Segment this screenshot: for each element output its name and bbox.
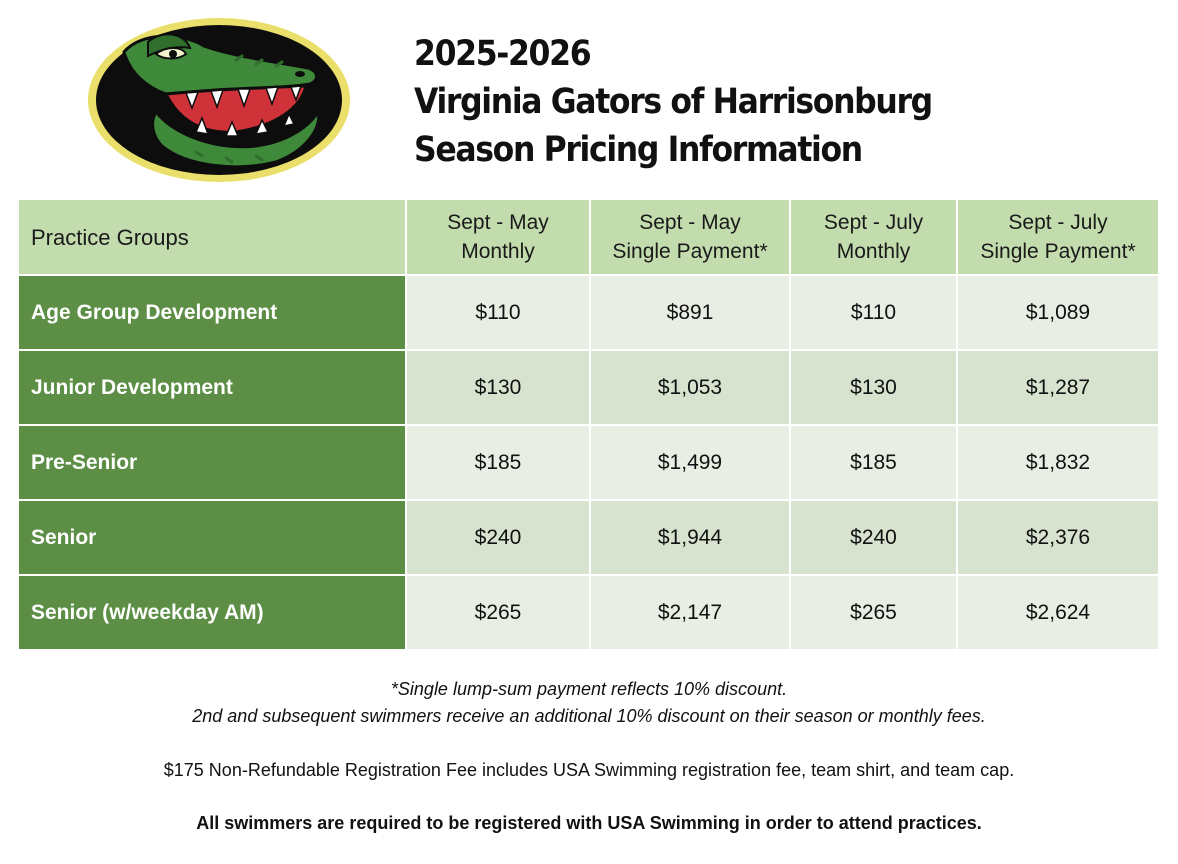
price-sept-july-monthly: $240 — [791, 501, 958, 576]
price-sept-july-monthly: $185 — [791, 426, 958, 501]
price-sept-july-single: $1,287 — [958, 351, 1158, 426]
table-row: Age Group Development $110 $891 $110 $1,… — [19, 276, 1158, 351]
price-sept-may-single: $2,147 — [591, 576, 791, 649]
pricing-table: Practice Groups Sept - May Monthly Sept … — [19, 200, 1158, 649]
header-sept-may-monthly: Sept - May Monthly — [407, 200, 591, 276]
table-header-row: Practice Groups Sept - May Monthly Sept … — [19, 200, 1158, 276]
price-sept-may-single: $891 — [591, 276, 791, 351]
header-sept-july-monthly: Sept - July Monthly — [791, 200, 958, 276]
price-sept-july-single: $2,376 — [958, 501, 1158, 576]
gator-logo — [88, 18, 350, 182]
price-sept-july-single: $1,089 — [958, 276, 1158, 351]
price-sept-may-single: $1,944 — [591, 501, 791, 576]
price-sept-may-monthly: $130 — [407, 351, 591, 426]
price-sept-july-single: $2,624 — [958, 576, 1158, 649]
price-sept-july-single: $1,832 — [958, 426, 1158, 501]
price-sept-july-monthly: $265 — [791, 576, 958, 649]
season-title: 2025-2026 — [414, 34, 592, 74]
header-practice-groups: Practice Groups — [19, 200, 407, 276]
group-name: Senior — [19, 501, 407, 576]
group-name: Age Group Development — [19, 276, 407, 351]
table-row: Senior (w/weekday AM) $265 $2,147 $265 $… — [19, 576, 1158, 649]
table-row: Junior Development $130 $1,053 $130 $1,2… — [19, 351, 1158, 426]
header-sept-may-single: Sept - May Single Payment* — [591, 200, 791, 276]
team-name: Virginia Gators of Harrisonburg — [414, 82, 933, 122]
price-sept-july-monthly: $110 — [791, 276, 958, 351]
price-sept-july-monthly: $130 — [791, 351, 958, 426]
discount-note: *Single lump-sum payment reflects 10% di… — [390, 679, 788, 699]
table-row: Senior $240 $1,944 $240 $2,376 — [19, 501, 1158, 576]
price-sept-may-single: $1,499 — [591, 426, 791, 501]
price-sept-may-monthly: $185 — [407, 426, 591, 501]
price-sept-may-monthly: $265 — [407, 576, 591, 649]
group-name: Junior Development — [19, 351, 407, 426]
price-sept-may-monthly: $110 — [407, 276, 591, 351]
table-row: Pre-Senior $185 $1,499 $185 $1,832 — [19, 426, 1158, 501]
page-title: Season Pricing Information — [414, 130, 863, 170]
group-name: Senior (w/weekday AM) — [19, 576, 407, 649]
header-sept-july-single: Sept - July Single Payment* — [958, 200, 1158, 276]
registration-fee-note: $175 Non-Refundable Registration Fee inc… — [163, 760, 1015, 780]
group-name: Pre-Senior — [19, 426, 407, 501]
sibling-discount-note: 2nd and subsequent swimmers receive an a… — [192, 706, 986, 726]
title-block: 2025-2026 Virginia Gators of Harrisonbur… — [414, 30, 1114, 174]
price-sept-may-single: $1,053 — [591, 351, 791, 426]
usa-swimming-requirement: All swimmers are required to be register… — [196, 813, 982, 833]
price-sept-may-monthly: $240 — [407, 501, 591, 576]
